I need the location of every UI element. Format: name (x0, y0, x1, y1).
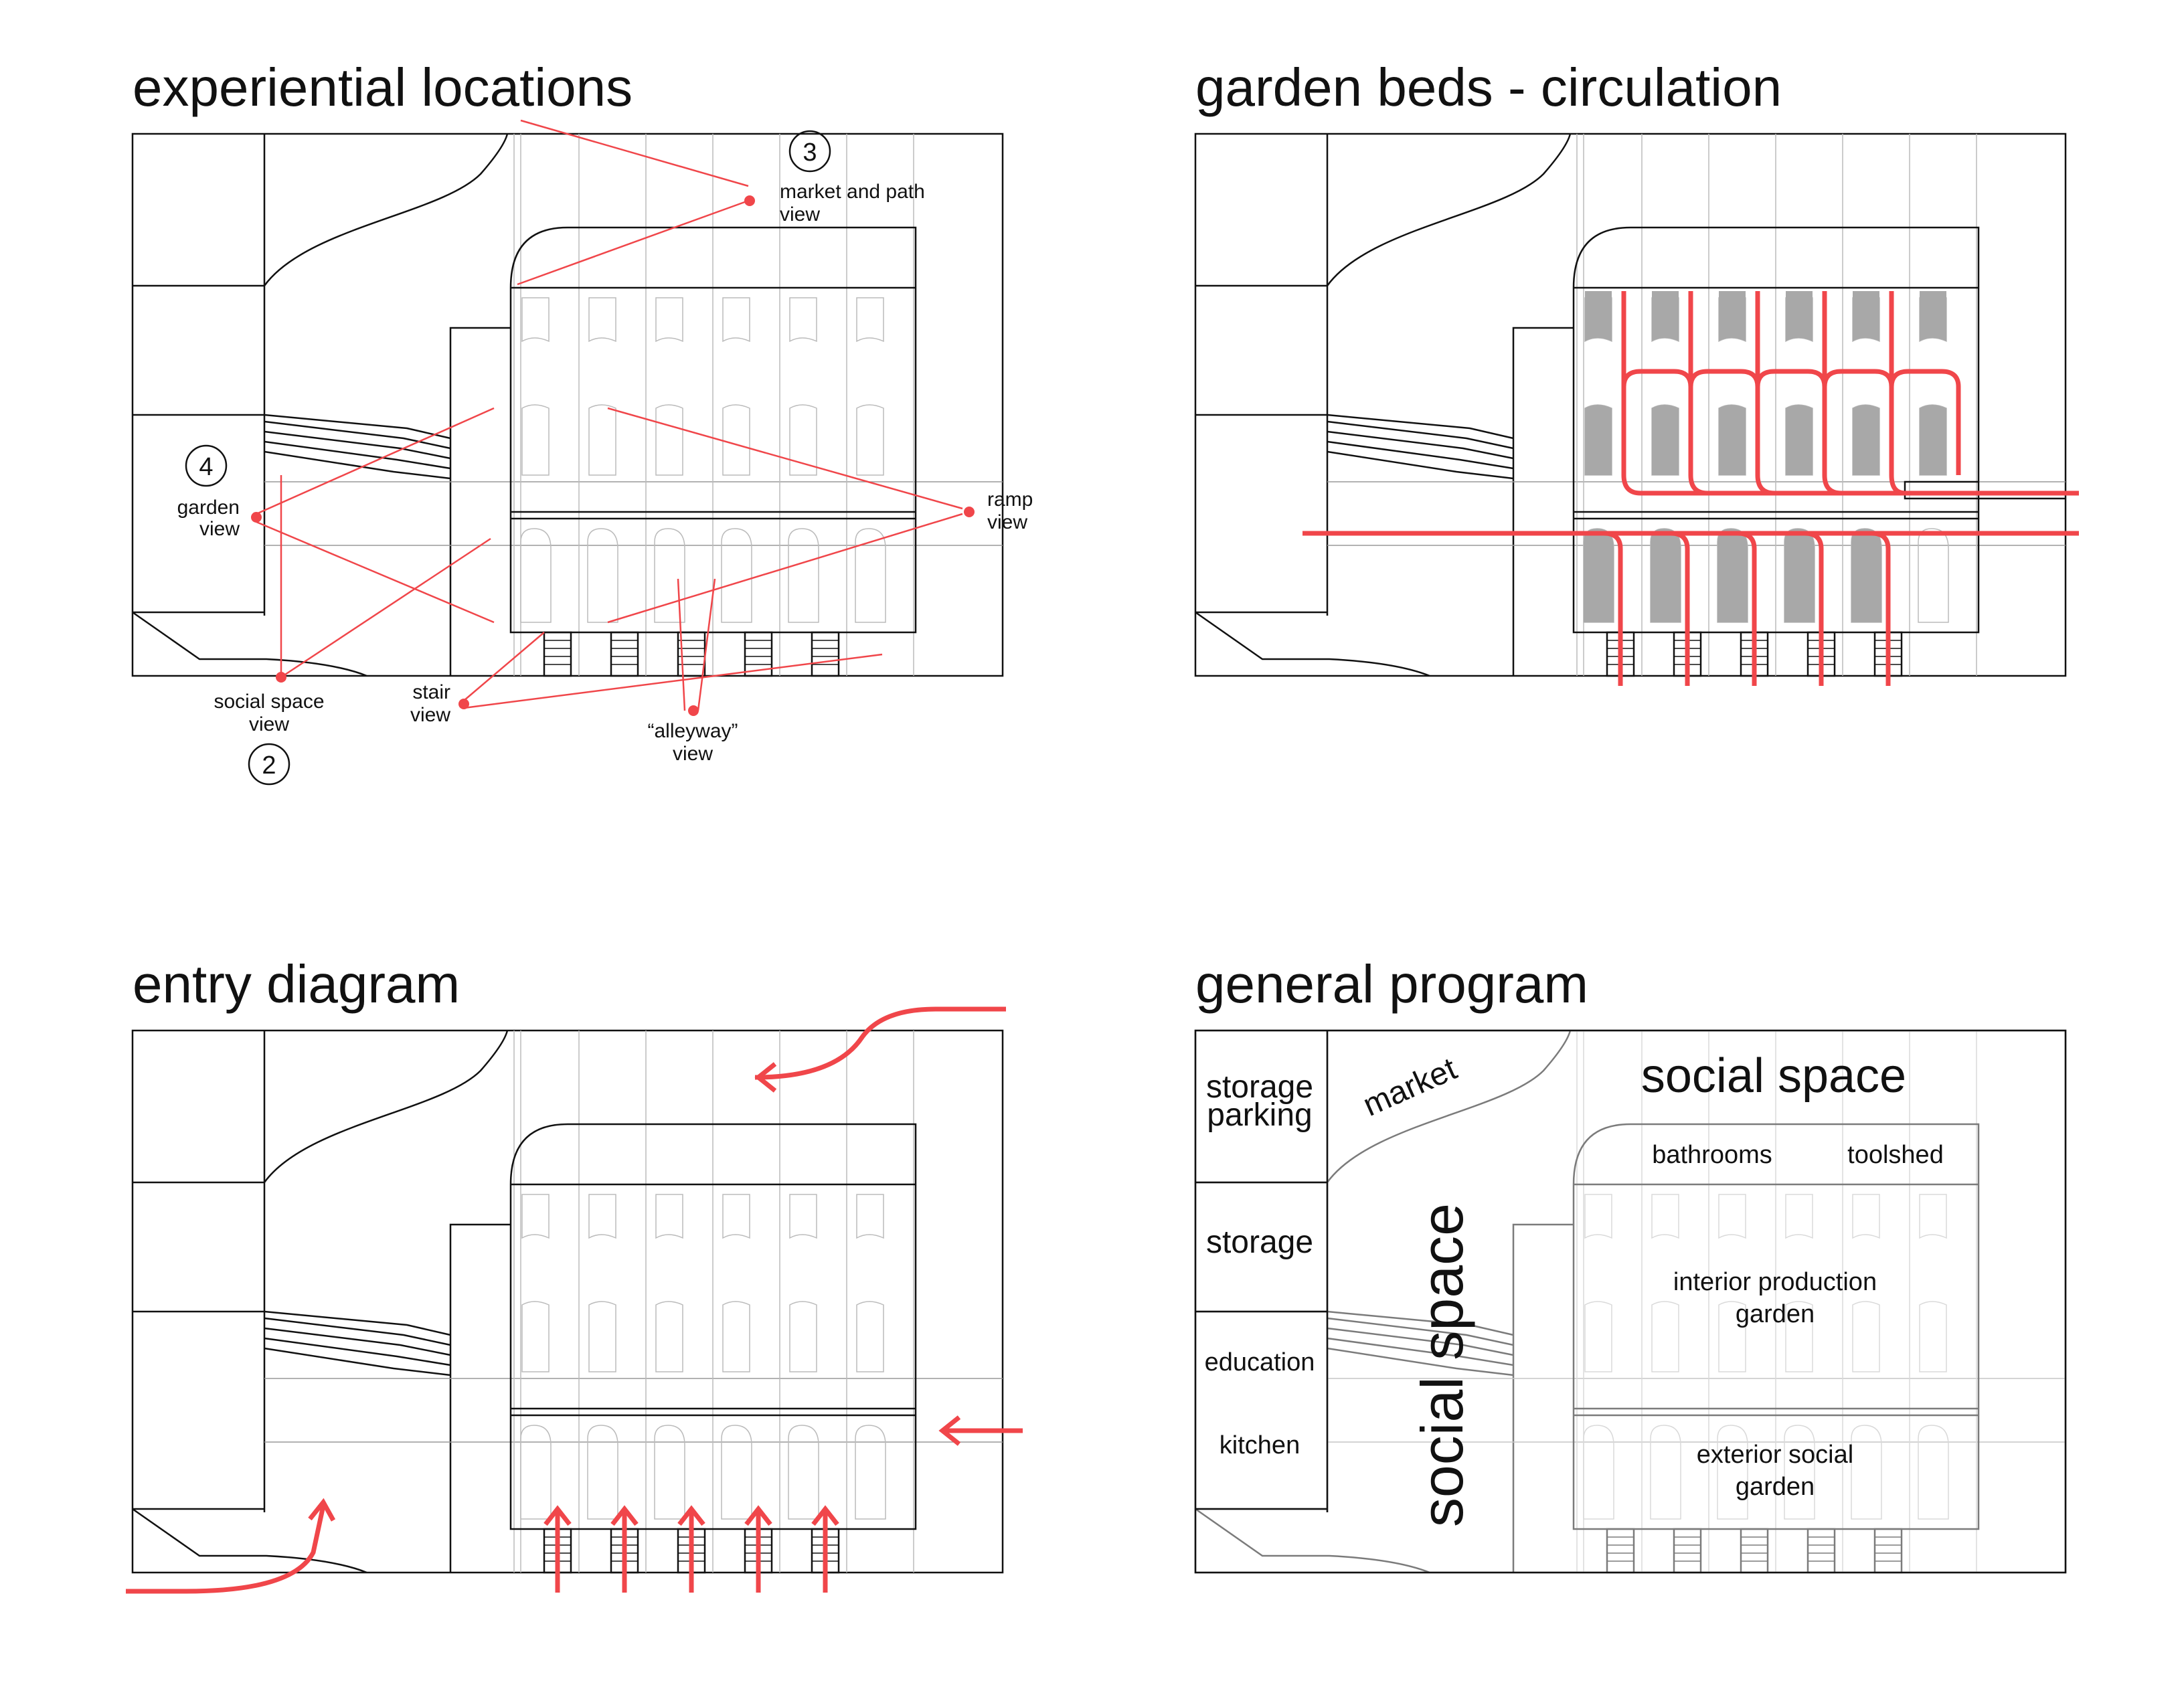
label-toolshed: toolshed (1847, 1141, 1944, 1169)
label-interior-garden-1: interior production (1673, 1268, 1877, 1296)
label-garden: garden (177, 497, 240, 519)
label-exterior-garden-2: garden (1736, 1473, 1815, 1501)
label-storage-parking-1: storage (1206, 1069, 1313, 1105)
panel-general-program: general program storage parking market s… (1194, 954, 2067, 1574)
view-point-social (276, 672, 286, 683)
marker-3-label: 3 (803, 139, 817, 167)
panel-title: general program (1195, 954, 1588, 1014)
panel-experiential-locations: experiential locations (131, 58, 1033, 786)
label-social-space-top: social space (1641, 1049, 1906, 1103)
garden-beds (1584, 291, 1946, 622)
view-point-market (744, 195, 755, 206)
label-exterior-garden-1: exterior social (1697, 1441, 1853, 1469)
panel-title: entry diagram (133, 954, 460, 1014)
program-outline (1194, 1029, 2067, 1574)
label-storage-parking-2: parking (1207, 1097, 1312, 1133)
label-storage: storage (1206, 1225, 1313, 1260)
marker-2 (248, 743, 290, 786)
label-social-space: social space (214, 691, 324, 713)
site-plan (131, 119, 1004, 716)
label-stair: stair (412, 681, 450, 703)
label-social-space-vertical: social space (1409, 1203, 1475, 1527)
entry-arrows (126, 1006, 1023, 1594)
marker-4 (185, 444, 228, 487)
panel-garden-beds-circulation: garden beds - circulation (1194, 58, 2079, 686)
site-plan (1194, 132, 2079, 686)
label-interior-garden-2: garden (1736, 1300, 1815, 1328)
marker-2-label: 2 (262, 751, 276, 780)
panel-title: garden beds - circulation (1195, 58, 1782, 117)
marker-4-label: 4 (199, 453, 213, 481)
site-plan (126, 1006, 1023, 1594)
label-market: market (1358, 1051, 1462, 1124)
label-social-space-view: view (249, 713, 289, 735)
label-alleyway-view: view (673, 743, 713, 765)
label-stair-view: view (410, 704, 450, 726)
view-point-alley (688, 705, 699, 716)
panel-title: experiential locations (133, 58, 633, 117)
label-market-path-view: view (780, 203, 820, 226)
view-point-ramp (964, 507, 975, 517)
view-point-stair (458, 699, 469, 709)
marker-3 (788, 130, 831, 173)
view-lines (256, 119, 963, 711)
site-plan (1194, 1029, 2067, 1574)
label-market-path: market and path (780, 181, 925, 203)
view-point-garden (251, 512, 262, 523)
label-alleyway: “alleyway” (647, 720, 738, 742)
label-bathrooms: bathrooms (1652, 1141, 1772, 1169)
label-ramp-view: view (987, 511, 1027, 533)
label-kitchen: kitchen (1220, 1431, 1300, 1459)
label-education: education (1205, 1348, 1315, 1376)
circulation-paths (1303, 291, 2079, 686)
label-ramp: ramp (987, 488, 1033, 511)
label-garden-view: view (199, 518, 240, 540)
panel-entry-diagram: entry diagram (126, 954, 1023, 1594)
